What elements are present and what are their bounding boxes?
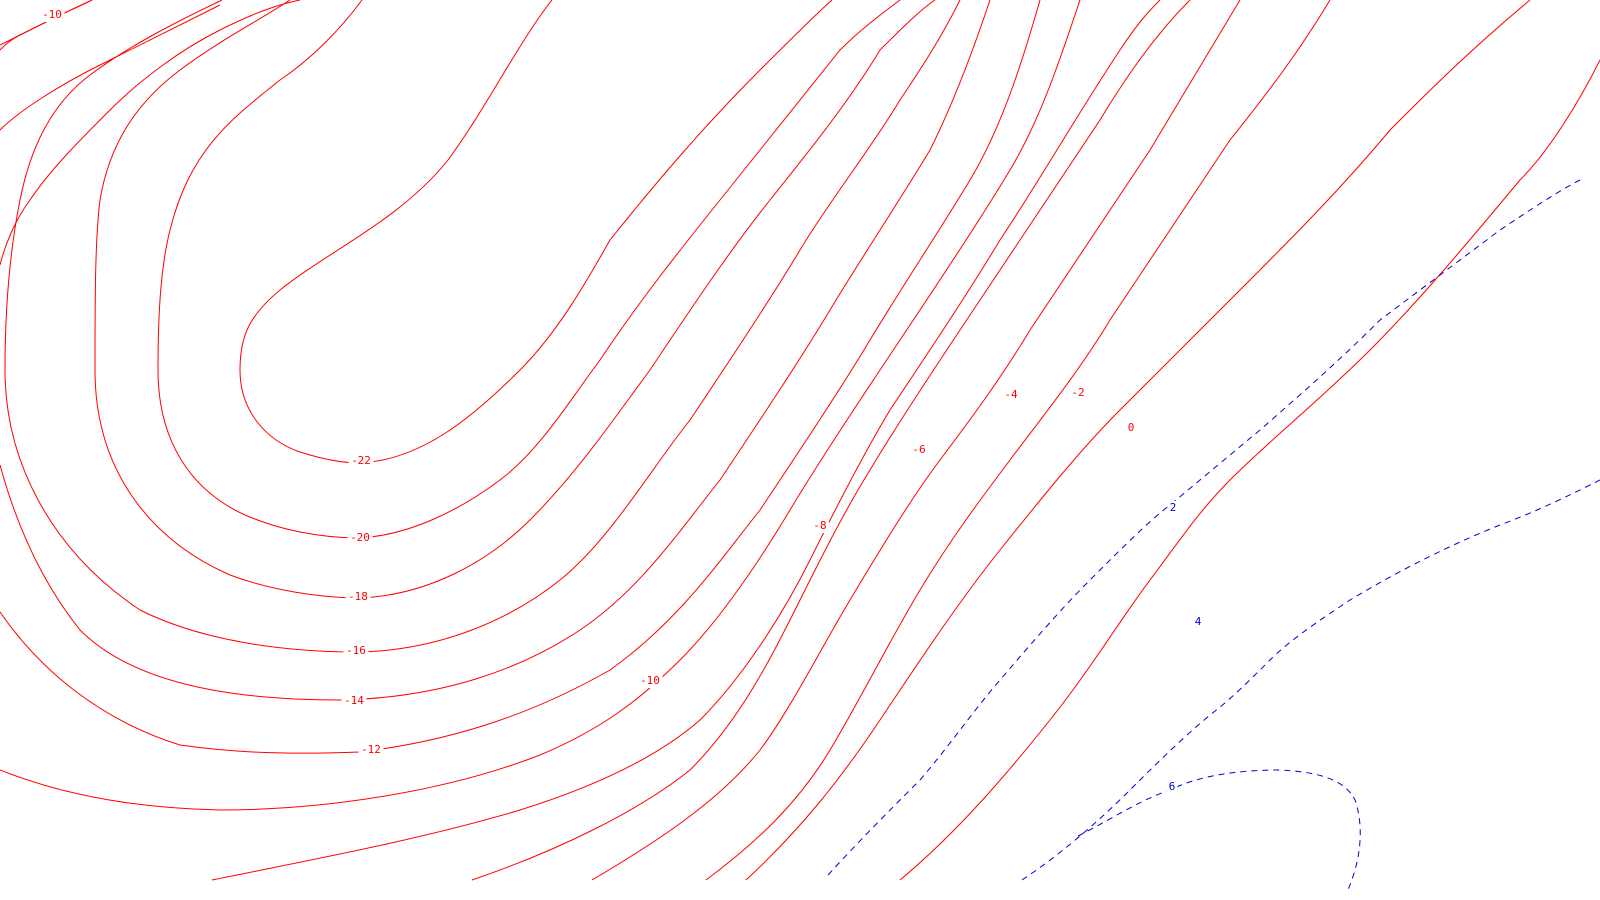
contour-label-minus-4: -4 xyxy=(1002,388,1020,402)
contour-label-background xyxy=(811,519,829,533)
contour-label-minus-16: -16 xyxy=(343,644,369,658)
contour-label-minus-2: -2 xyxy=(1069,386,1087,400)
contour-label-text: -12 xyxy=(361,743,381,756)
contour-label-text: -22 xyxy=(351,454,371,467)
contour-line-minus-10 xyxy=(0,0,93,46)
contour-label-text: 4 xyxy=(1195,615,1202,628)
contour-line-minus-14 xyxy=(0,0,301,266)
contour-label-background xyxy=(358,743,384,757)
contour-label-zero: 0 xyxy=(1125,421,1137,435)
contour-label-plus-4: 4 xyxy=(1192,615,1204,629)
contour-label-plus-2: 2 xyxy=(1167,501,1179,515)
contour-label-background xyxy=(343,644,369,658)
contour-line-plus-6 xyxy=(1077,769,1361,891)
contour-label-background xyxy=(1192,615,1204,629)
contour-label-text: 2 xyxy=(1170,501,1177,514)
contour-label-text: -8 xyxy=(813,519,826,532)
contour-label-background xyxy=(341,694,367,708)
contour-label-background xyxy=(348,454,374,468)
contour-label-minus-6: -6 xyxy=(910,443,928,457)
contour-label-minus-12: -12 xyxy=(358,743,384,757)
contour-label-text: -2 xyxy=(1071,386,1084,399)
contour-label-background xyxy=(345,590,371,604)
contour-line-plus-2 xyxy=(827,179,1581,876)
contour-label-plus-6: 6 xyxy=(1166,780,1178,794)
contour-label-text: -14 xyxy=(344,694,364,707)
contour-label-text: 6 xyxy=(1169,780,1176,793)
contour-line-minus-4 xyxy=(591,0,1241,881)
contour-label-background xyxy=(347,531,373,545)
contour-label-minus-18: -18 xyxy=(345,590,371,604)
contour-label-background xyxy=(1069,386,1087,400)
contour-label-minus-20: -20 xyxy=(347,531,373,545)
contour-line-zero xyxy=(899,59,1600,881)
contour-label-background xyxy=(39,8,65,22)
contour-label-background xyxy=(1166,780,1178,794)
contour-label-text: -16 xyxy=(346,644,366,657)
contour-label-text: -6 xyxy=(912,443,925,456)
contour-label-text: -10 xyxy=(42,8,62,21)
contour-label-background xyxy=(910,443,928,457)
contour-line-minus-12 xyxy=(0,0,1041,754)
contour-line-plus-4 xyxy=(1021,479,1600,881)
contour-line-minus-14 xyxy=(0,0,991,701)
contour-line-zero xyxy=(745,0,1531,881)
contour-label-minus-10: -10 xyxy=(39,8,65,22)
contour-label-minus-22: -22 xyxy=(348,454,374,468)
contour-label-minus-8: -8 xyxy=(811,519,829,533)
contour-line-minus-10 xyxy=(0,0,1081,811)
contour-label-background xyxy=(637,674,663,688)
contour-line-minus-6 xyxy=(471,0,1191,881)
contour-label-background xyxy=(1125,421,1137,435)
contour-label-minus-14: -14 xyxy=(341,694,367,708)
contour-line-minus-16 xyxy=(4,0,961,653)
contour-line-minus-22 xyxy=(239,0,833,464)
contour-label-text: 0 xyxy=(1128,421,1135,434)
contour-label-background xyxy=(1002,388,1020,402)
contour-line-minus-18 xyxy=(94,0,936,599)
contour-line-minus-8 xyxy=(211,0,1161,881)
contour-label-minus-10: -10 xyxy=(637,674,663,688)
contour-label-text: -20 xyxy=(350,531,370,544)
contour-label-text: -10 xyxy=(640,674,660,687)
contour-label-text: -18 xyxy=(348,590,368,603)
contour-line-minus-2 xyxy=(705,0,1331,881)
contour-label-background xyxy=(1167,501,1179,515)
contour-label-text: -4 xyxy=(1004,388,1018,401)
